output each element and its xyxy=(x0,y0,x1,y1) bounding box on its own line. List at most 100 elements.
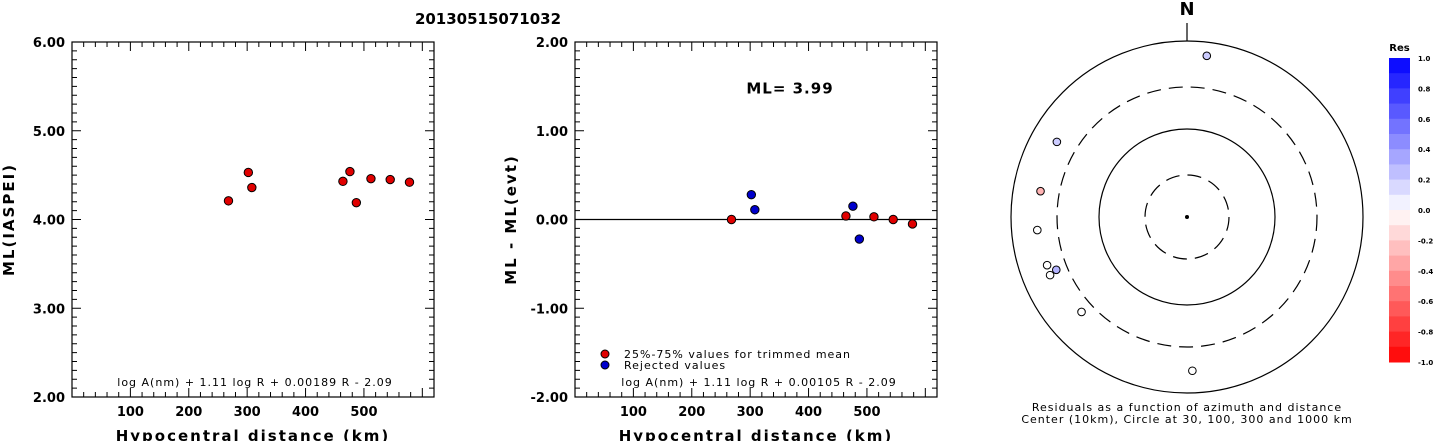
colorbar-cell xyxy=(1389,149,1410,165)
colorbar-cell xyxy=(1389,134,1410,150)
colorbar-cell xyxy=(1389,194,1410,211)
x-tick-label: 300 xyxy=(234,405,261,420)
x-axis-label: Hypocentral distance (km) xyxy=(116,427,391,441)
colorbar-cell xyxy=(1389,179,1410,196)
y-tick-label: 0.00 xyxy=(536,214,568,229)
data-point xyxy=(869,212,879,222)
data-point xyxy=(243,167,254,178)
colorbar-cell xyxy=(1389,118,1410,135)
x-axis-label: Hypocentral distance (km) xyxy=(619,427,894,441)
circle-300km xyxy=(1056,86,1318,348)
colorbar-tick-label: -1.0 xyxy=(1418,359,1433,367)
data-point xyxy=(888,214,898,225)
data-point xyxy=(726,214,737,225)
y-tick-label: 1.00 xyxy=(536,125,568,140)
colorbar-cell xyxy=(1389,286,1410,302)
ml-value-label: ML= 3.99 xyxy=(746,79,833,97)
y-tick-label: 6.00 xyxy=(33,36,65,51)
colorbar-cell xyxy=(1389,103,1410,120)
data-point xyxy=(848,201,858,211)
y-tick-label: 2.00 xyxy=(33,391,65,406)
colorbar-tick-label: -0.6 xyxy=(1418,298,1433,306)
chart-title: 20130515071032 xyxy=(415,10,561,28)
colorbar-tick-label: -0.2 xyxy=(1418,237,1433,245)
station-marker xyxy=(1052,137,1062,147)
data-point xyxy=(345,166,355,177)
data-point xyxy=(247,182,257,193)
data-point xyxy=(351,197,362,208)
y-axis-label: ML - ML(evt) xyxy=(502,154,520,284)
x-tick-label: 500 xyxy=(350,405,377,420)
colorbar-cell xyxy=(1389,240,1410,257)
x-tick-label: 500 xyxy=(853,405,880,420)
y-tick-label: -2.00 xyxy=(531,391,568,406)
colorbar-tick-label: -0.4 xyxy=(1418,268,1433,276)
x-tick-label: 400 xyxy=(795,405,822,420)
north-label: N xyxy=(1179,0,1194,20)
y-tick-label: -1.00 xyxy=(531,302,568,317)
colorbar-cell xyxy=(1389,316,1410,333)
x-tick-label: 400 xyxy=(292,405,319,420)
circle-30km xyxy=(1144,174,1230,260)
station-marker xyxy=(1045,270,1055,280)
colorbar-title: Res xyxy=(1389,43,1409,54)
x-tick-label: 300 xyxy=(737,405,764,420)
y-tick-label: 3.00 xyxy=(33,302,65,317)
station-marker xyxy=(1202,51,1212,61)
data-point xyxy=(841,211,851,221)
colorbar-tick-label: 0.6 xyxy=(1418,116,1431,124)
colorbar-tick-label: 1.0 xyxy=(1418,55,1431,63)
x-tick-label: 100 xyxy=(117,405,144,420)
colorbar-tick-label: 0.0 xyxy=(1418,207,1431,215)
legend-label: Rejected values xyxy=(624,359,726,372)
data-point xyxy=(854,234,865,244)
data-point xyxy=(338,176,348,187)
x-tick-label: 100 xyxy=(620,405,647,420)
plot-frame xyxy=(71,41,435,398)
colorbar-cell xyxy=(1389,255,1410,272)
colorbar-cell xyxy=(1389,346,1410,363)
data-point xyxy=(404,177,415,187)
y-tick-label: 2.00 xyxy=(536,36,568,51)
y-axis-label: ML(IASPEI) xyxy=(0,163,18,276)
colorbar-cell xyxy=(1389,88,1410,105)
station-marker xyxy=(1077,307,1086,317)
legend-marker xyxy=(600,360,610,370)
legend-label: 25%-75% values for trimmed mean xyxy=(624,348,851,361)
colorbar-cell xyxy=(1389,164,1410,181)
x-tick-label: 200 xyxy=(678,405,705,420)
x-tick-label: 200 xyxy=(175,405,202,420)
colorbar-tick-label: -0.8 xyxy=(1418,329,1433,337)
data-point xyxy=(907,219,918,229)
colorbar-tick-label: 0.2 xyxy=(1418,177,1431,185)
colorbar-cell xyxy=(1389,225,1410,241)
y-tick-label: 5.00 xyxy=(33,125,65,140)
data-point xyxy=(223,196,234,206)
data-point xyxy=(746,189,757,200)
y-tick-label: 4.00 xyxy=(33,214,65,229)
legend-marker xyxy=(600,349,610,359)
station-marker xyxy=(1051,265,1061,275)
colorbar-tick-label: 0.8 xyxy=(1418,85,1431,93)
colorbar-cell xyxy=(1389,73,1410,89)
center-point xyxy=(1185,215,1189,219)
colorbar-tick-label: 0.4 xyxy=(1418,146,1431,154)
polar-caption-2: Center (10km), Circle at 30, 100, 300 an… xyxy=(1021,413,1352,426)
station-marker xyxy=(1033,225,1042,235)
colorbar-cell xyxy=(1389,58,1410,74)
panel-azimuth-residuals: N Residuals as a function of azimuth and … xyxy=(1010,0,1433,426)
circle-100km xyxy=(1098,128,1276,306)
panel-ml-iaspei: 100 200 300 400 500 2.00 3.00 4.00 5.00 6.00 Hypoc… xyxy=(0,36,435,441)
formula-annotation: log A(nm) + 1.11 log R + 0.00189 R - 2.0… xyxy=(117,376,392,389)
colorbar-cell xyxy=(1389,331,1410,348)
colorbar-cell xyxy=(1389,270,1410,287)
data-point xyxy=(385,174,395,185)
panel-ml-residual: 100 200 300 400 500 -2.00 -1.00 0.00 1.00 2.00 Hyp… xyxy=(502,36,938,441)
data-point xyxy=(750,205,760,215)
data-point xyxy=(366,173,376,184)
station-marker xyxy=(1188,366,1197,376)
polar-caption-1: Residuals as a function of azimuth and d… xyxy=(1032,401,1342,414)
station-marker xyxy=(1042,260,1052,270)
station-marker xyxy=(1036,186,1045,196)
